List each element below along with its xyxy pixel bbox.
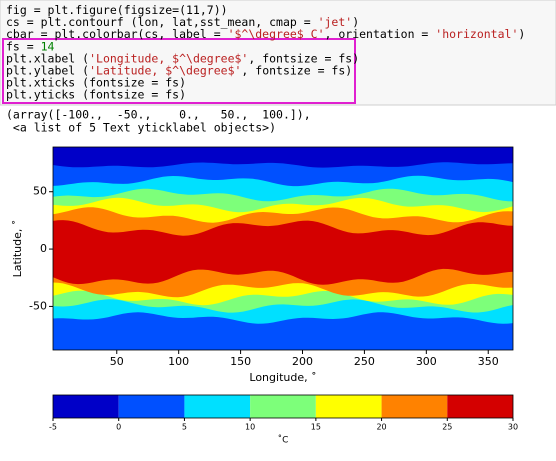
colorbar-tick-label: 20 bbox=[376, 423, 386, 432]
code-token: 14 bbox=[41, 39, 55, 53]
code-lines: fig = plt.figure(figsize=(11,7))cs = plt… bbox=[6, 3, 525, 102]
code-line: plt.xlabel ('Longitude, $^\degree$', fon… bbox=[6, 51, 359, 65]
y-tick-label: 0 bbox=[40, 242, 47, 255]
code-token: plt.ylabel ( bbox=[6, 63, 89, 77]
code-line: plt.ylabel ('Latitude, $^\degree$', font… bbox=[6, 63, 352, 77]
x-tick-label: 200 bbox=[292, 355, 313, 368]
code-line: fig = plt.figure(figsize=(11,7)) bbox=[6, 3, 228, 17]
colorbar-label: ˚C bbox=[278, 435, 289, 446]
x-tick-label: 350 bbox=[478, 355, 499, 368]
code-token: 'horizontal' bbox=[435, 27, 518, 41]
code-token: ) bbox=[518, 27, 525, 41]
colorbar-bin bbox=[118, 395, 185, 418]
colorbar-bin bbox=[250, 395, 316, 418]
output-lines: (array([-100., -50., 0., 50., 100.]), <a… bbox=[6, 108, 311, 135]
code-token: cbar = plt.colorbar(cs, label = bbox=[6, 27, 228, 41]
colorbar-bin bbox=[447, 395, 513, 418]
code-token: fs = bbox=[6, 39, 41, 53]
colorbar-frame bbox=[52, 394, 514, 419]
code-token: plt.xlabel ( bbox=[6, 51, 89, 65]
colorbar-bin bbox=[53, 395, 119, 418]
code-token: plt.xticks (fontsize = fs) bbox=[6, 75, 186, 89]
y-tick-label: 50 bbox=[33, 185, 47, 198]
colorbar-tick-label: 10 bbox=[245, 423, 255, 432]
colorbar-bin bbox=[315, 395, 382, 418]
code-token: , orientation = bbox=[325, 27, 436, 41]
code-token: , fontsize = fs) bbox=[241, 63, 352, 77]
colorbar-bin bbox=[184, 395, 251, 418]
colorbar-tick-label: 0 bbox=[116, 423, 121, 432]
code-token: cs = plt.contourf (lon, lat,sst_mean, cm… bbox=[6, 15, 318, 29]
y-axis-label: Latitude, ˚ bbox=[11, 220, 24, 278]
x-axis-label: Longitude, ˚ bbox=[249, 371, 316, 384]
contour-region bbox=[53, 220, 513, 285]
colorbar-tick-label: -5 bbox=[49, 423, 57, 432]
code-line: cbar = plt.colorbar(cs, label = '$^\degr… bbox=[6, 27, 525, 41]
colorbar-tick-label: 5 bbox=[182, 423, 187, 432]
output-line: <a list of 5 Text yticklabel objects>) bbox=[6, 121, 276, 135]
code-token: ) bbox=[352, 15, 359, 29]
highlight-box bbox=[2, 38, 356, 104]
x-tick-label: 150 bbox=[230, 355, 251, 368]
code-cell[interactable] bbox=[0, 0, 556, 106]
code-token: fig = plt.figure(figsize=(11,7)) bbox=[6, 3, 228, 17]
y-tick-label: -50 bbox=[29, 299, 47, 312]
x-tick-label: 250 bbox=[354, 355, 375, 368]
plot-frame bbox=[52, 146, 514, 351]
x-tick-label: 100 bbox=[168, 355, 189, 368]
code-token: 'jet' bbox=[318, 15, 353, 29]
colorbar-tick-label: 30 bbox=[508, 423, 518, 432]
code-line: plt.xticks (fontsize = fs) bbox=[6, 75, 186, 89]
x-tick-label: 50 bbox=[110, 355, 124, 368]
code-line: fs = 14 bbox=[6, 39, 55, 53]
colorbar-tick-label: 15 bbox=[311, 423, 321, 432]
code-token: '$^\degree$ C' bbox=[228, 27, 325, 41]
output-line: (array([-100., -50., 0., 50., 100.]), bbox=[6, 108, 311, 122]
code-token: 'Longitude, $^\degree$' bbox=[89, 51, 248, 65]
code-line: cs = plt.contourf (lon, lat,sst_mean, cm… bbox=[6, 15, 359, 29]
colorbar-tick-label: 25 bbox=[442, 423, 452, 432]
code-token: 'Latitude, $^\degree$' bbox=[89, 63, 241, 77]
code-token: plt.yticks (fontsize = fs) bbox=[6, 87, 186, 101]
x-tick-label: 300 bbox=[416, 355, 437, 368]
colorbar-bin bbox=[381, 395, 448, 418]
code-line: plt.yticks (fontsize = fs) bbox=[6, 87, 186, 101]
code-token: , fontsize = fs) bbox=[248, 51, 359, 65]
